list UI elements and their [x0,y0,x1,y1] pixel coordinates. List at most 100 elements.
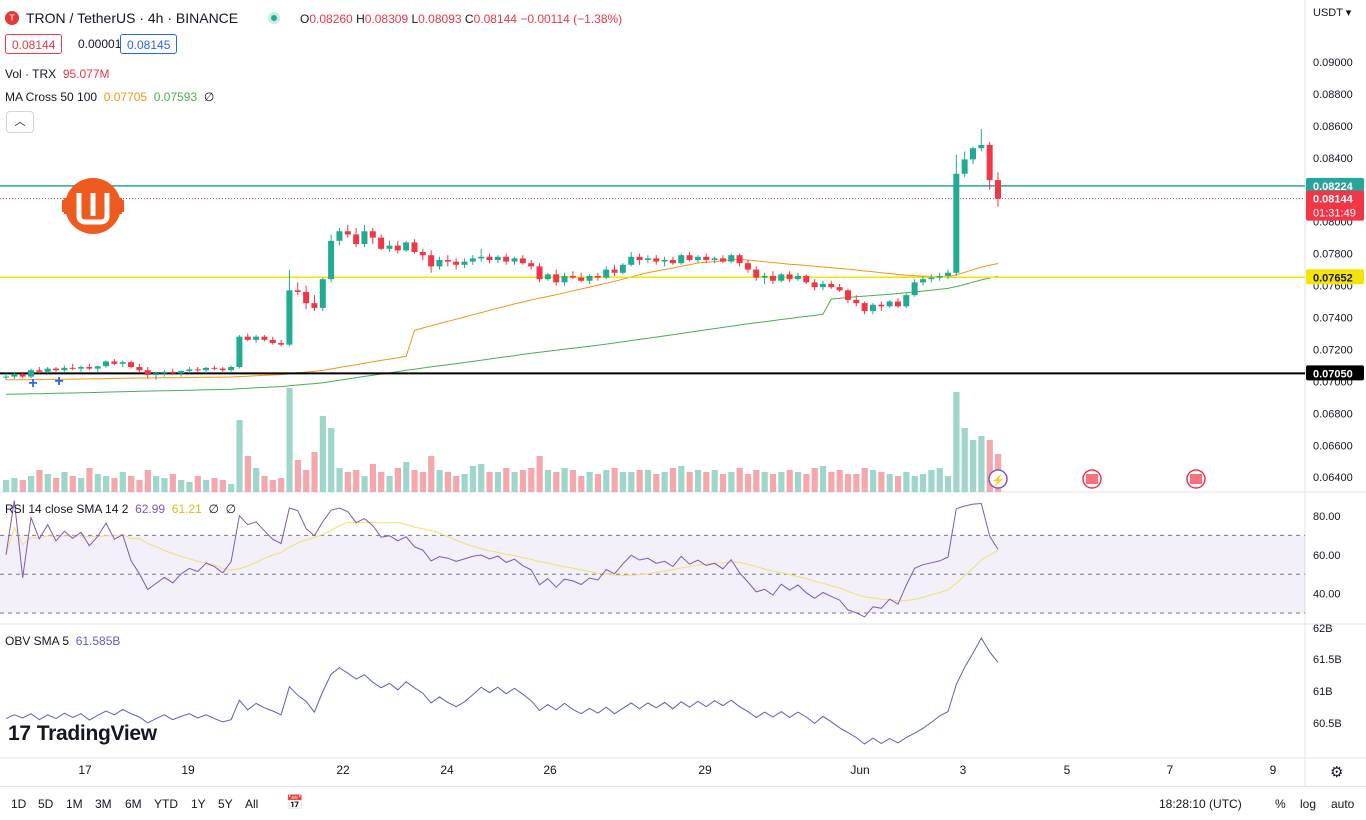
volume-bar [536,456,543,492]
volume-bar [244,456,251,492]
volume-bar [53,478,60,492]
price-tick-label: 0.07800 [1313,249,1353,261]
timeframe-6m[interactable]: 6M [125,797,142,811]
volume-bar [511,472,518,492]
volume-bar [503,468,510,492]
timeframe-1m[interactable]: 1M [66,797,83,811]
volume-bar [278,478,285,492]
volume-bar [419,472,427,492]
candle-body [11,374,18,377]
volume-bar [369,464,376,492]
volume-bar [319,416,326,492]
us-flag-stripes [1086,474,1098,484]
volume-bar [169,474,176,492]
ma-cross-indicator-label[interactable]: MA Cross 50 100 0.07705 0.07593 ∅ [5,90,215,104]
candle-body [519,258,526,264]
volume-bar [119,472,126,492]
candle-body [728,255,735,262]
candle-body [819,283,826,288]
candle-body [944,272,951,276]
timeframe-1y[interactable]: 1Y [191,797,206,811]
time-tick-label: 5 [1064,763,1071,777]
volume-bar [594,474,602,492]
collapse-legend-button[interactable]: ︿ [6,111,34,133]
buy-price-button[interactable]: 0.08145 [120,34,178,54]
price-tick-label: 0.06600 [1313,440,1353,452]
candle-body [228,367,235,371]
candle-body [278,343,285,345]
candle-body [511,258,518,262]
obv-tick-label: 62B [1313,623,1333,635]
time-tick-label: 29 [698,763,712,777]
volume-bar [394,468,401,492]
auto-toggle[interactable]: auto [1331,797,1355,811]
log-toggle[interactable]: log [1300,797,1317,811]
candle-body [128,362,135,368]
timeframe-all[interactable]: All [245,797,259,811]
volume-indicator-label[interactable]: Vol · TRX 95.077M [5,67,110,81]
volume-bar [628,472,635,492]
symbol-title[interactable]: TRON / TetherUS · 4h · BINANCE [26,10,239,26]
date-range-icon[interactable]: 📅 [286,794,304,810]
time-tick-label: 17 [78,763,92,777]
candle-body [611,269,618,273]
obv-tick-label: 61B [1313,686,1333,698]
rsi-indicator-label[interactable]: RSI 14 close SMA 14 2 62.99 61.21 ∅ ∅ [5,502,237,516]
candle-body [61,367,68,371]
candle-body [911,282,918,296]
percent-toggle[interactable]: % [1275,797,1286,811]
utc-clock[interactable]: 18:28:10 (UTC) [1159,797,1242,811]
settings-gear-icon[interactable]: ⚙ [1330,764,1344,781]
tradingview-logo[interactable]: 17 TradingView [8,722,157,745]
volume-bar [728,472,735,492]
candle-body [636,256,643,260]
currency-selector[interactable]: USDT ▾ [1313,7,1352,19]
volume-bar [786,470,793,492]
candle-body [78,367,85,369]
volume-bar [819,466,827,492]
candle-body [103,361,110,367]
volume-bar [653,474,660,492]
candle-body [953,173,960,273]
candle-body [711,258,718,260]
timeframe-ytd[interactable]: YTD [154,797,178,811]
price-label-tag [1306,177,1364,193]
timeframe-3m[interactable]: 3M [95,797,112,811]
candle-body [428,255,435,267]
event-lightning-icon [988,469,1008,489]
candle-body [403,242,410,251]
volume-bar [986,440,993,492]
rsi-tick-label: 40.00 [1313,589,1341,601]
volume-bar [36,470,43,492]
candle-body [494,256,501,260]
timeframe-5d[interactable]: 5D [38,797,54,811]
volume-bar [844,474,852,492]
candle-body [28,370,35,377]
candle-body [419,252,426,256]
time-tick-label: 3 [960,763,967,777]
volume-bar [11,478,18,492]
candle-body [528,263,535,267]
candle-body [761,275,768,278]
volume-bar [578,476,585,492]
candle-body [603,269,610,278]
obv-indicator-label[interactable]: OBV SMA 5 61.585B [5,634,121,648]
volume-bar [978,436,985,492]
volume-bar [719,474,727,492]
candle-body [311,303,318,308]
volume-bar [69,476,76,492]
timeframe-5y[interactable]: 5Y [218,797,233,811]
timeframe-1d[interactable]: 1D [11,797,27,811]
candle-body [619,264,626,273]
price-label-text: 0.07050 [1313,368,1353,380]
volume-bar [869,470,877,492]
volume-bar [3,480,10,492]
sell-price-button[interactable]: 0.08144 [5,34,63,54]
candle-body [719,258,726,262]
candle-body [578,277,585,281]
price-label-tag [1306,365,1364,381]
candle-body [369,231,376,238]
candle-body [453,261,460,265]
volume-bar [694,470,702,492]
